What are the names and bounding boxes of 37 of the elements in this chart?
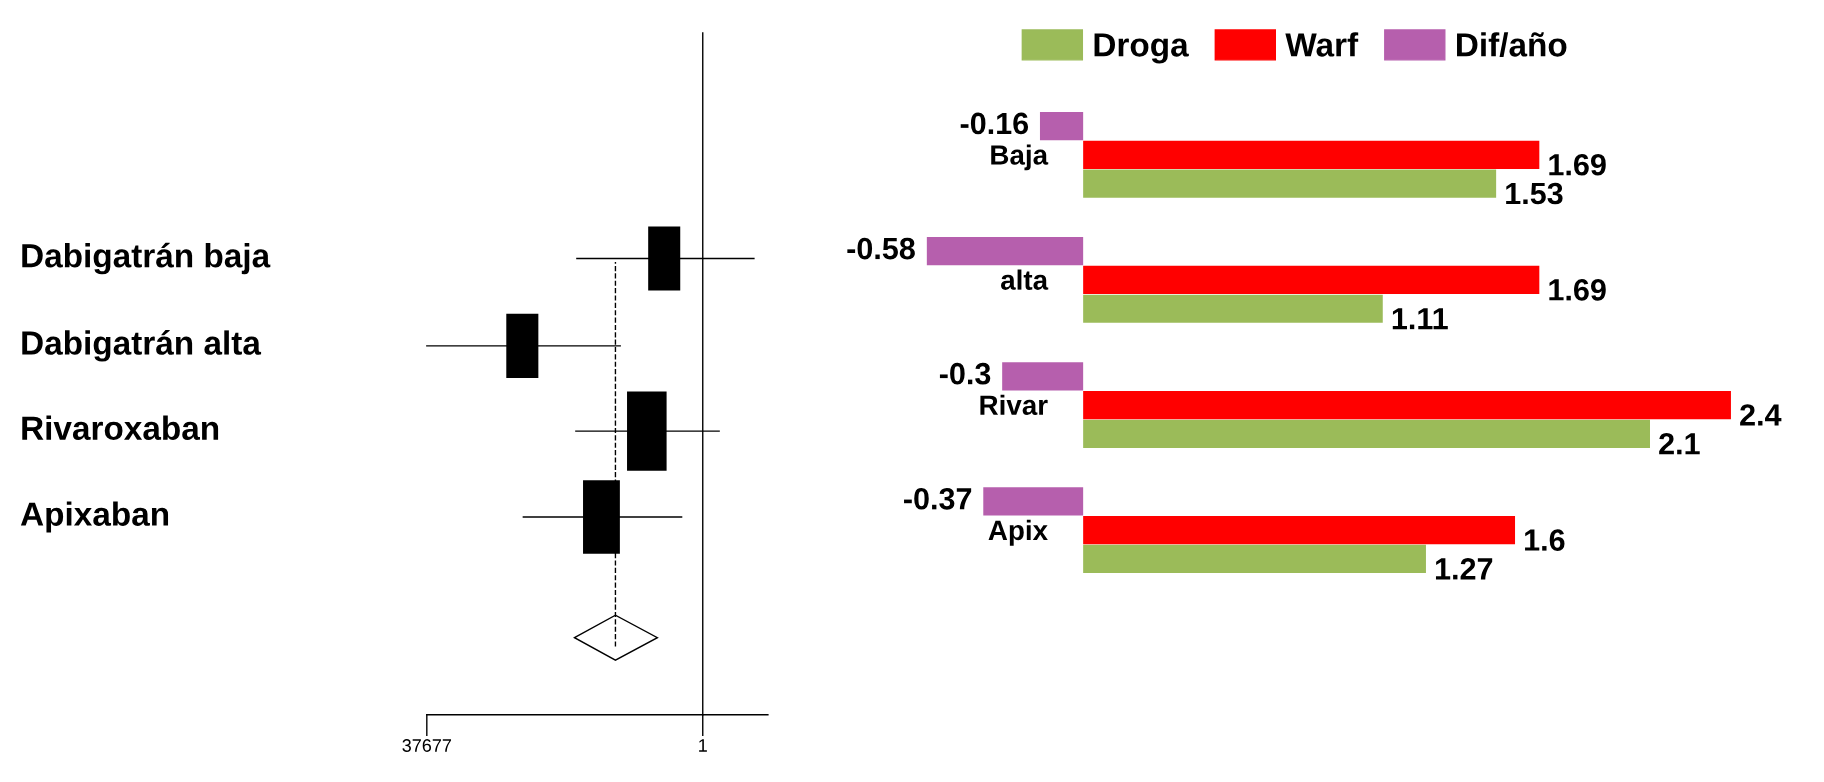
y-tick-label: Apix (988, 519, 1048, 546)
y-tick-label: alta (1001, 269, 1049, 290)
data-label: 1.53 (1506, 182, 1563, 205)
data-label: 1.69 (1549, 153, 1606, 176)
bar (1039, 111, 1084, 141)
data-label: 1.6 (1525, 529, 1565, 551)
data-label: -0.3 (939, 362, 991, 385)
bar (1083, 294, 1383, 323)
bar (1083, 544, 1426, 574)
bar (983, 487, 1084, 516)
text: 37677 (402, 739, 452, 752)
category-label: Dabigatrán baja (22, 242, 271, 275)
data-label: -0.16 (960, 112, 1029, 135)
bar (1083, 265, 1540, 295)
legend-label: Droga (1094, 33, 1189, 64)
data-label: -0.37 (904, 487, 972, 510)
bar (926, 237, 1084, 266)
category-label: Rivaroxaban (22, 415, 219, 441)
bar (1083, 390, 1731, 420)
y-tick-label: Rivar (980, 394, 1048, 416)
data-label: 1.11 (1392, 308, 1448, 330)
data-label: 2.4 (1740, 404, 1782, 426)
data-label: 1.27 (1435, 558, 1493, 580)
legend-label: Warf (1285, 32, 1359, 57)
y-tick-label: Baja (991, 144, 1049, 171)
category-label: Dabigatrán alta (22, 330, 262, 362)
bar (1083, 140, 1540, 169)
text: 1 (699, 739, 707, 752)
bar (1083, 516, 1516, 545)
legend-label: Dif/año (1457, 32, 1567, 57)
bar (1083, 169, 1497, 198)
data-label: 2.1 (1659, 432, 1700, 455)
category-label: Apixaban (20, 501, 169, 533)
bar (1002, 362, 1084, 391)
data-label: 1.69 (1549, 279, 1606, 301)
data-label: -0.58 (847, 237, 915, 260)
bar (1083, 419, 1650, 448)
